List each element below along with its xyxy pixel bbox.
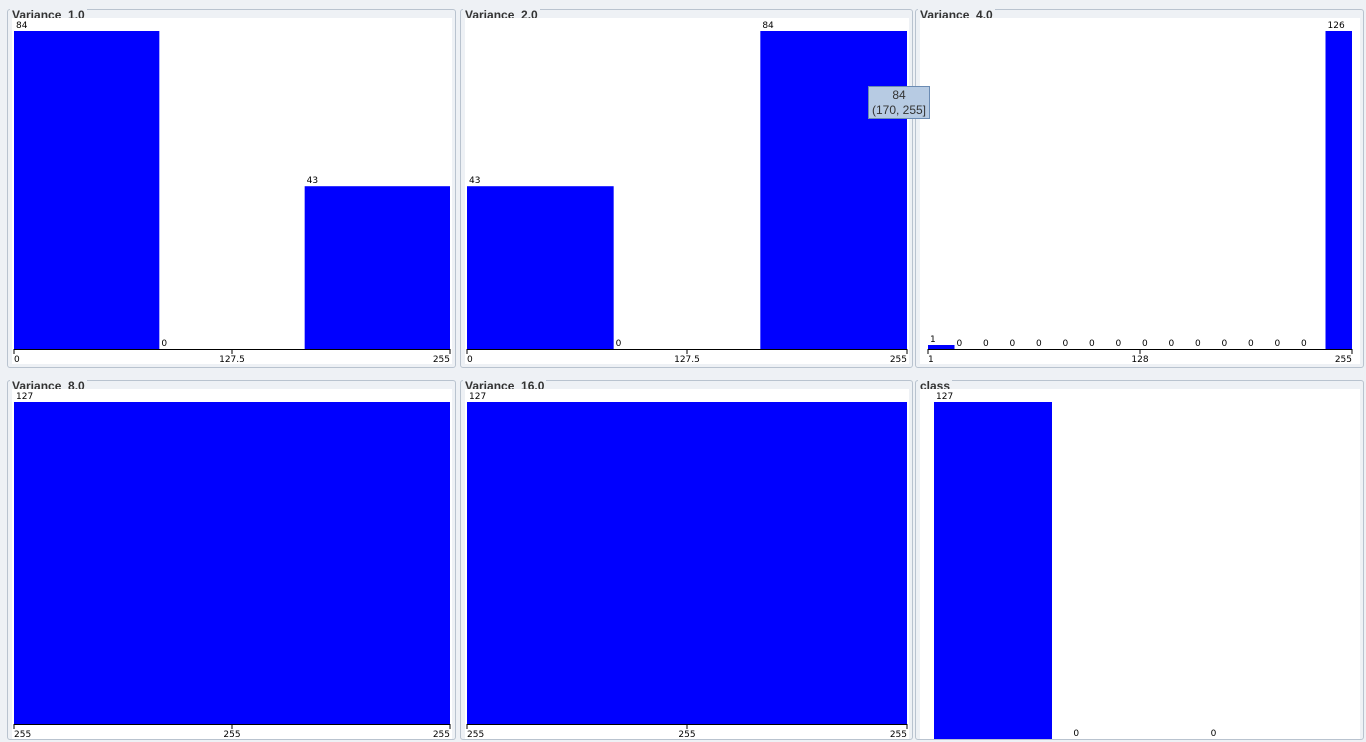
bar-count-label: 43 (469, 176, 480, 186)
histogram-bar (304, 186, 450, 349)
histogram-bar (1325, 31, 1352, 349)
x-tick-label: 0 (14, 355, 20, 365)
bar-count-label: 0 (161, 339, 167, 349)
tooltip-count: 84 (892, 88, 906, 102)
x-tick-label: 255 (890, 355, 907, 365)
bar-count-label: 0 (1195, 339, 1201, 349)
bar-count-label: 0 (1073, 729, 1079, 739)
histogram-bar (14, 31, 160, 349)
plot-area: 84 0 43 0 127.5 255 (12, 18, 452, 365)
bar-count-label: 0 (1142, 339, 1148, 349)
histogram-panel-variance-16: Variance_16.0 127 255 255 255 (460, 379, 913, 740)
x-tick-label: 255 (14, 730, 31, 740)
x-tick-label: 128 (1131, 355, 1148, 365)
bar-count-label: 0 (1275, 339, 1281, 349)
histogram-panel-variance-1: Variance_1.0 84 0 43 0 127.5 255 (7, 8, 456, 368)
x-tick-label: 0 (467, 355, 473, 365)
x-tick-label: 255 (1335, 355, 1352, 365)
x-tick-label: 1 (928, 355, 934, 365)
x-tick-label: 127.5 (674, 355, 700, 365)
bar-count-label: 0 (957, 339, 963, 349)
histogram-panel-class: class 127 0 0 (915, 379, 1364, 740)
histogram-chart[interactable]: 1 0 0 0 0 0 0 0 0 0 0 0 0 0 0 126 1 128 255 (920, 18, 1360, 365)
bar-count-label: 127 (469, 392, 486, 402)
bar-tooltip: 84 (170, 255] (868, 86, 930, 119)
plot-area: 127 0 0 (920, 389, 1360, 739)
histogram-chart[interactable]: 84 0 43 0 127.5 255 (12, 18, 452, 365)
histogram-chart[interactable]: 127 255 255 255 (465, 389, 909, 740)
plot-area: 127 255 255 255 (12, 389, 452, 740)
bar-count-label: 0 (1222, 339, 1228, 349)
histogram-chart[interactable]: 127 0 0 (920, 389, 1360, 739)
histogram-panel-variance-8: Variance_8.0 127 255 255 255 (7, 379, 456, 740)
bar-count-label: 0 (1169, 339, 1175, 349)
bar-count-label: 126 (1328, 21, 1345, 31)
x-tick-label: 255 (678, 730, 695, 740)
bar-count-label: 0 (1116, 339, 1122, 349)
plot-area: 1 0 0 0 0 0 0 0 0 0 0 0 0 0 0 126 1 128 255 (920, 18, 1360, 365)
bar-count-label: 0 (1248, 339, 1254, 349)
plot-area: 43 0 84 0 127.5 255 (465, 18, 909, 365)
bar-count-label: 84 (16, 21, 28, 31)
bar-count-label: 127 (936, 392, 953, 402)
x-tick-label: 255 (433, 730, 450, 740)
bar-count-label: 84 (762, 21, 774, 31)
histogram-bar (14, 402, 450, 724)
histogram-panel-variance-2: Variance_2.0 43 0 84 0 127.5 255 (460, 8, 913, 368)
x-tick-label: 255 (433, 355, 450, 365)
bar-count-label: 0 (616, 339, 622, 349)
bar-count-label: 0 (1010, 339, 1016, 349)
bar-count-label: 0 (1301, 339, 1307, 349)
histogram-bar (760, 31, 907, 349)
bar-count-label: 43 (307, 176, 318, 186)
bar-count-label: 0 (1063, 339, 1069, 349)
bar-count-label: 0 (1036, 339, 1042, 349)
histogram-bar (928, 345, 955, 349)
bar-count-label: 0 (1089, 339, 1095, 349)
x-tick-label: 255 (890, 730, 907, 740)
bar-count-label: 1 (930, 335, 936, 345)
histogram-chart[interactable]: 43 0 84 0 127.5 255 (465, 18, 909, 365)
bar-count-label: 127 (16, 392, 33, 402)
histogram-chart[interactable]: 127 255 255 255 (12, 389, 452, 740)
histogram-panel-variance-4: Variance_4.0 1 0 0 0 0 0 0 0 0 0 0 0 0 0 0 126 1 128 255 (915, 8, 1364, 368)
bar-count-label: 0 (983, 339, 989, 349)
tooltip-range: (170, 255] (871, 103, 927, 117)
x-tick-label: 255 (223, 730, 240, 740)
histogram-bar (467, 402, 907, 724)
histogram-bar (934, 402, 1052, 739)
x-tick-label: 255 (467, 730, 484, 740)
histogram-bar (467, 186, 614, 349)
plot-area: 127 255 255 255 (465, 389, 909, 740)
bar-count-label: 0 (1211, 729, 1217, 739)
x-tick-label: 127.5 (219, 355, 245, 365)
